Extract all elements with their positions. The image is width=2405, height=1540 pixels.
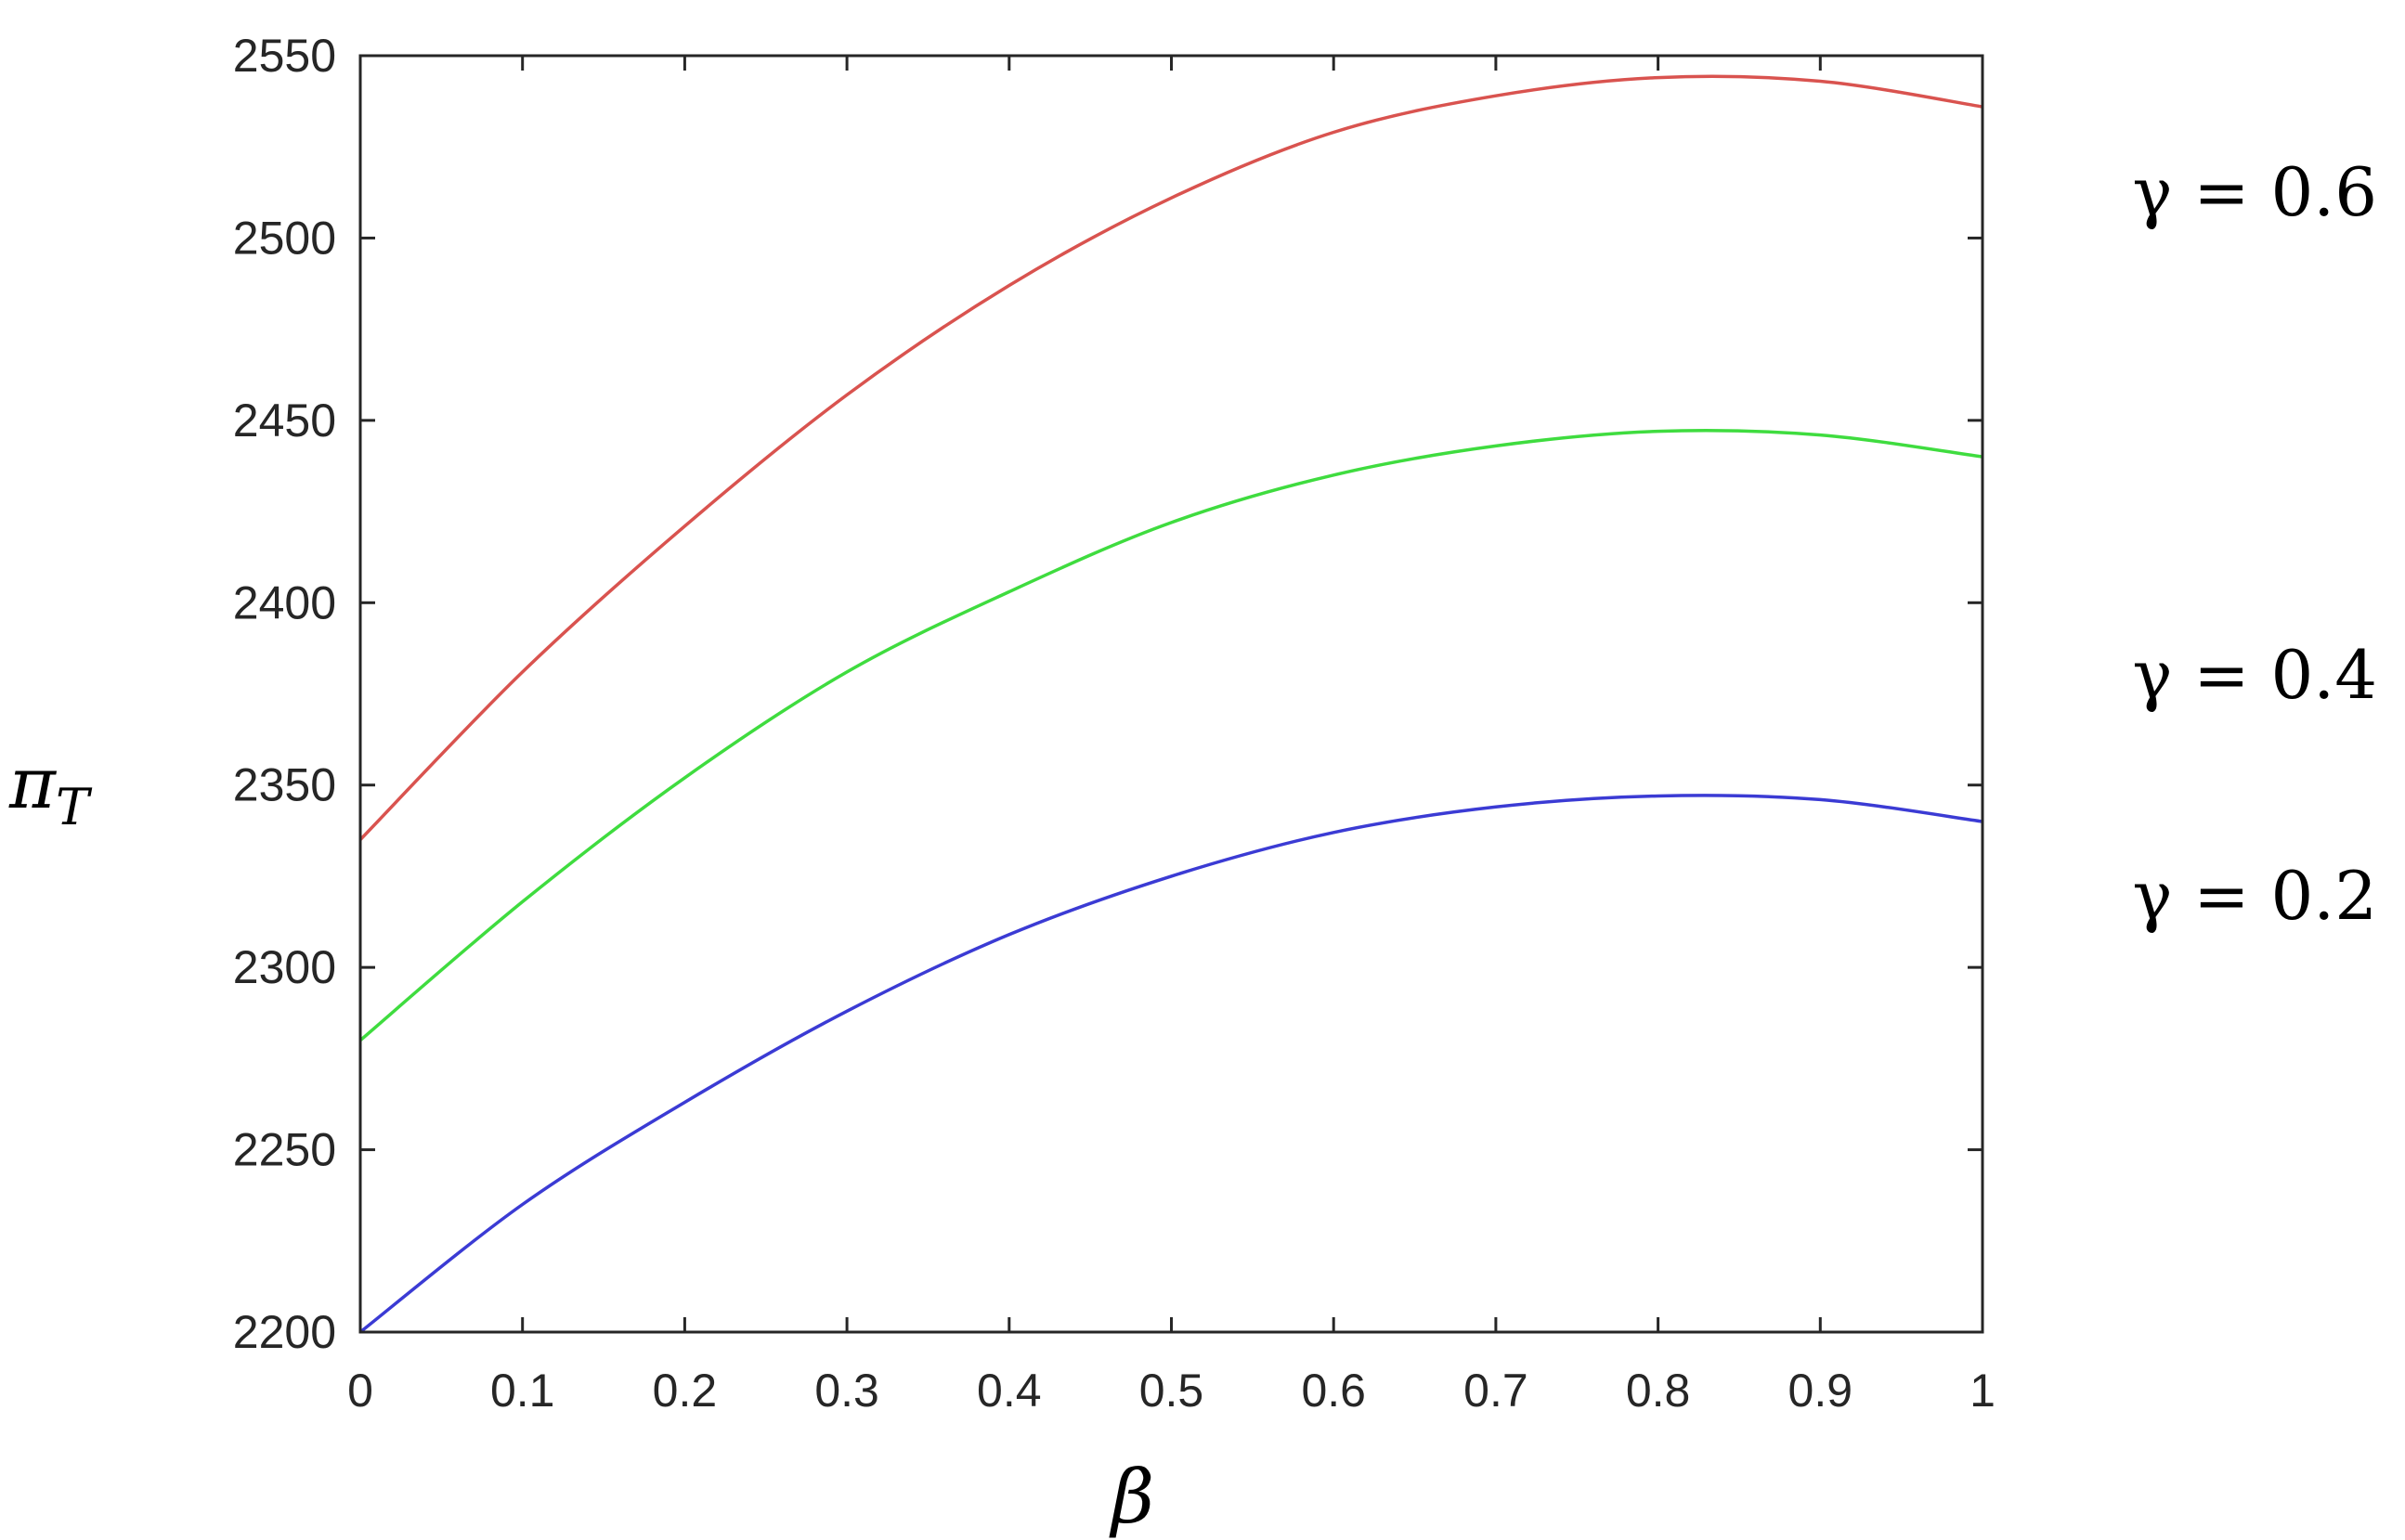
x-tick-label-4: 0.4 (977, 1365, 1042, 1417)
y-tick-label-2: 2300 (233, 941, 336, 993)
x-tick-label-0: 0 (347, 1365, 373, 1417)
y-tick-label-5: 2450 (233, 395, 336, 446)
series-line-2 (358, 794, 1983, 1334)
x-tick-label-2: 0.2 (653, 1365, 718, 1417)
y-tick-label-4: 2400 (233, 576, 336, 628)
y-axis-label-subscript: T (56, 778, 93, 836)
axis-ticks (358, 54, 1984, 1334)
plot-marks (358, 74, 1983, 1334)
plot-area-frame (358, 54, 1984, 1334)
x-tick-label-9: 0.9 (1788, 1365, 1853, 1417)
x-tick-label-1: 0.1 (490, 1365, 555, 1417)
y-axis-label-symbol: π (8, 742, 58, 824)
y-axis-label: πT (8, 742, 93, 836)
y-tick-label-0: 2200 (233, 1306, 336, 1358)
series-annotation-0: γ = 0.6 (2132, 153, 2377, 231)
x-tick-label-8: 0.8 (1626, 1365, 1691, 1417)
series-annotation-2: γ = 0.2 (2132, 857, 2377, 935)
series-annotations: γ = 0.6 γ = 0.4 γ = 0.2 (2132, 153, 2377, 935)
x-tick-label-5: 0.5 (1139, 1365, 1204, 1417)
x-tick-label-7: 0.7 (1463, 1365, 1528, 1417)
y-tick-label-3: 2350 (233, 759, 336, 811)
y-axis-tick-labels: 2200 2250 2300 2350 2400 2450 2500 2550 (233, 30, 336, 1358)
y-tick-label-7: 2550 (233, 30, 336, 82)
x-axis-label: β (1109, 1454, 1154, 1540)
x-tick-label-10: 1 (1970, 1365, 1996, 1417)
y-tick-label-1: 2250 (233, 1124, 336, 1176)
series-line-0 (358, 74, 1983, 841)
x-axis-tick-labels: 0 0.1 0.2 0.3 0.4 0.5 0.6 0.7 0.8 0.9 1 (347, 1365, 1996, 1417)
x-tick-label-3: 0.3 (814, 1365, 879, 1417)
x-tick-label-6: 0.6 (1301, 1365, 1366, 1417)
y-tick-label-6: 2500 (233, 212, 336, 264)
series-line-1 (358, 429, 1983, 1042)
series-annotation-1: γ = 0.4 (2132, 636, 2377, 714)
